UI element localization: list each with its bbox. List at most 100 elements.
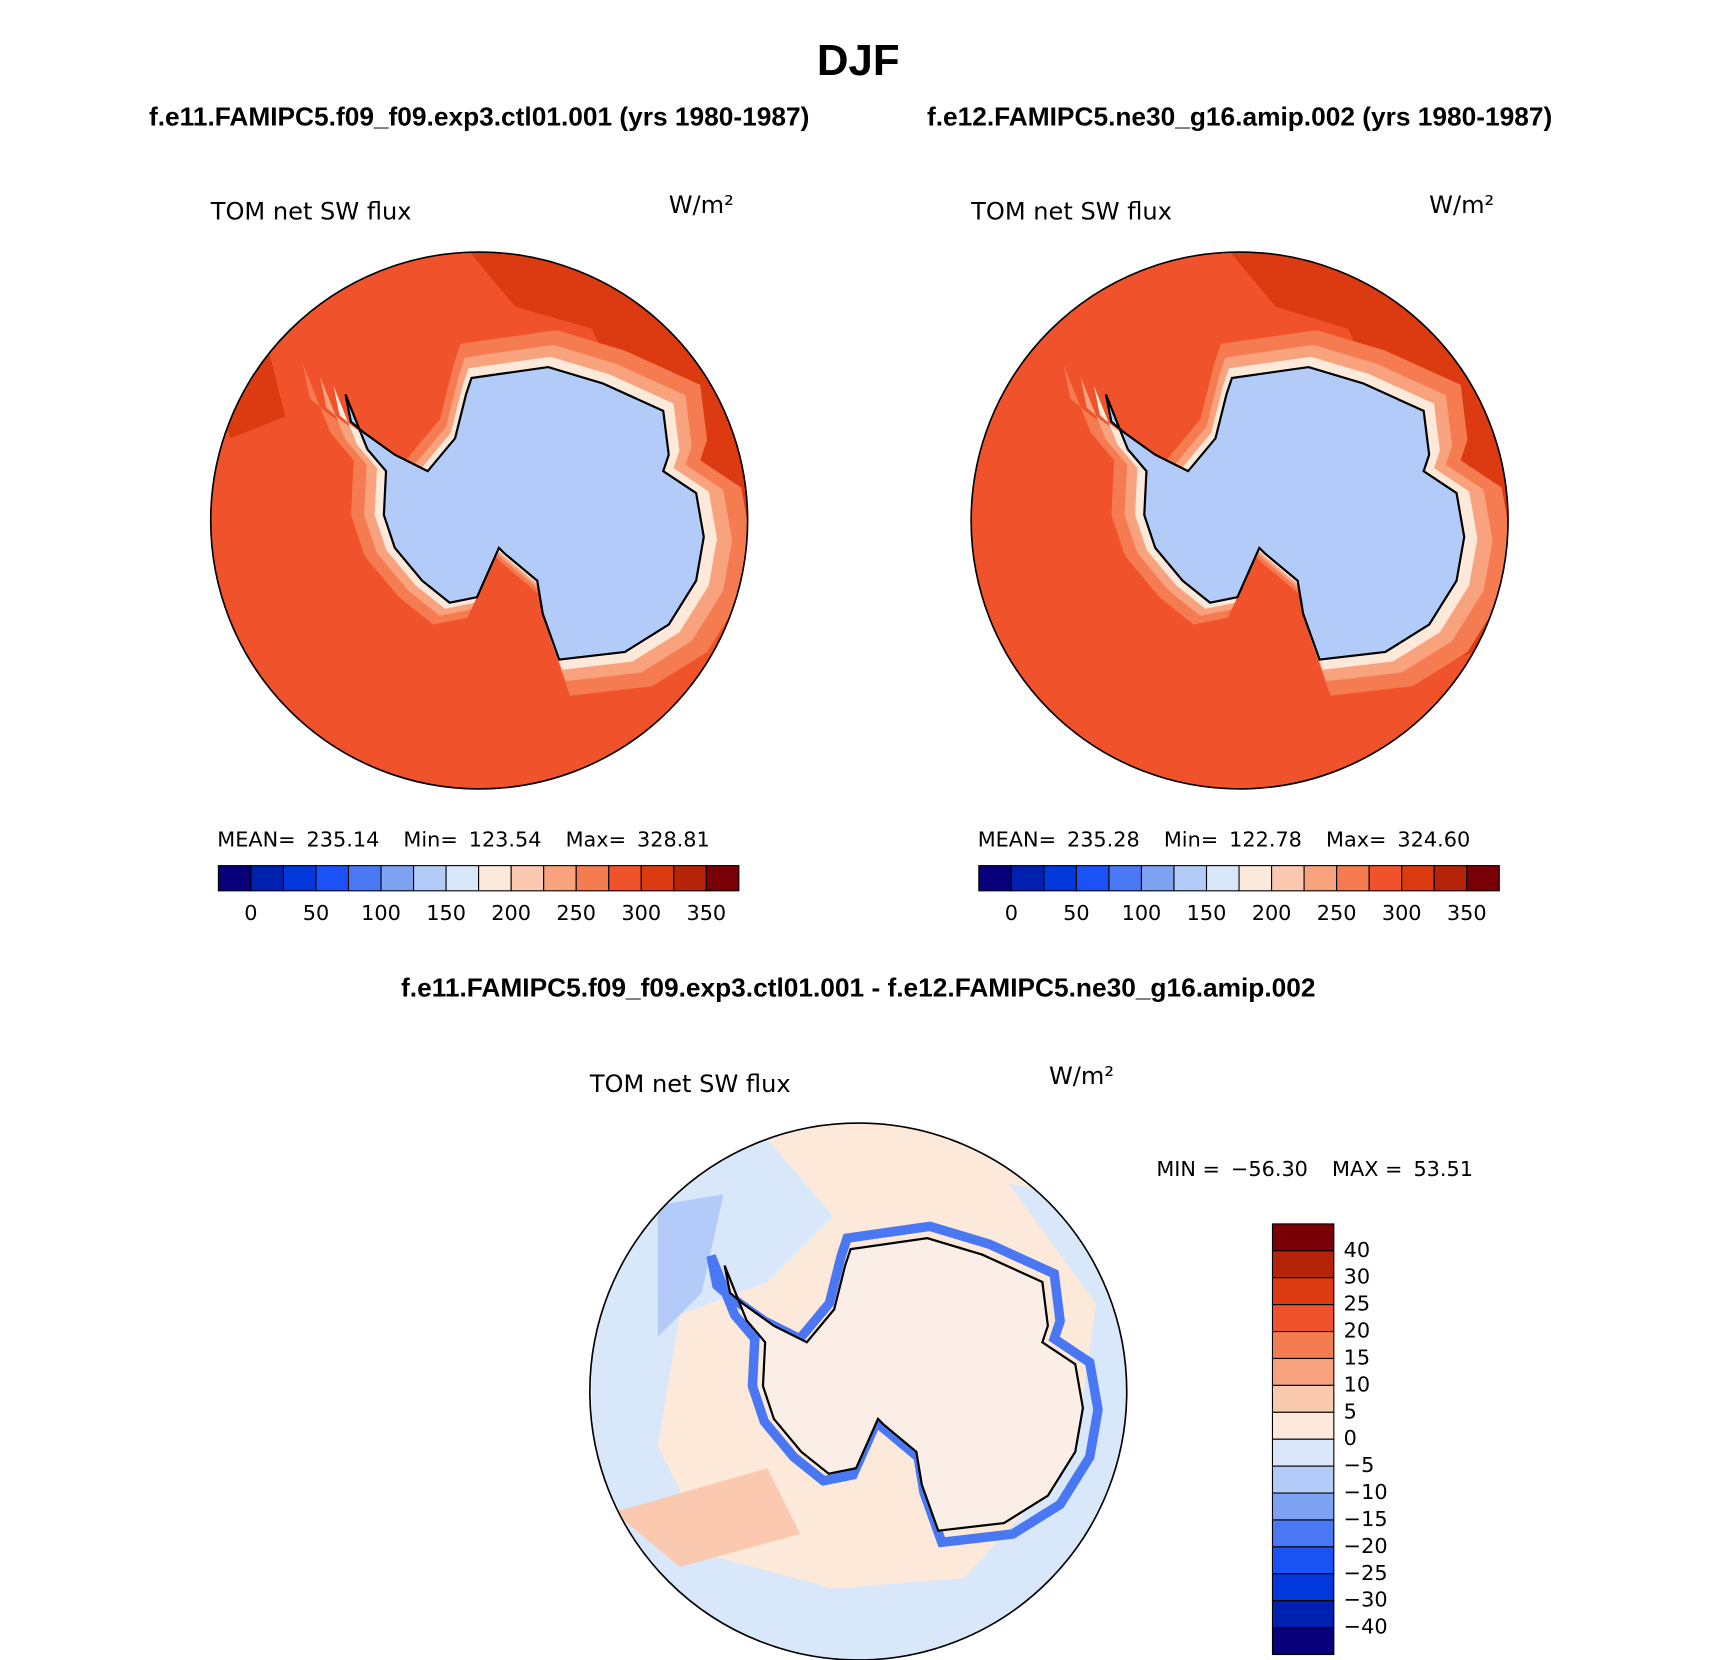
colorbar-box	[1401, 865, 1435, 892]
colorbar-box	[543, 865, 577, 892]
colorbar-box	[1271, 1277, 1335, 1306]
colorbar-label: −10	[1344, 1480, 1388, 1504]
colorbar-label: 50	[303, 901, 329, 925]
colorbar-box	[510, 865, 545, 892]
colorbar-label: 0	[1005, 901, 1018, 925]
map-border	[209, 251, 749, 790]
colorbar-label: 100	[1122, 901, 1162, 925]
colorbar-box	[705, 865, 740, 892]
colorbar-box	[1433, 865, 1468, 892]
colorbar-box	[413, 865, 447, 892]
colorbar-label: 300	[621, 901, 661, 925]
colorbar-box	[1271, 1492, 1335, 1521]
colorbar-box	[1238, 865, 1273, 892]
stat-name: MAX =	[1332, 1157, 1402, 1181]
colorbar-label: 0	[244, 901, 257, 925]
stat-value: 123.54	[469, 827, 542, 851]
colorbar-box	[1271, 1438, 1335, 1467]
colorbar-label: −15	[1344, 1507, 1388, 1531]
stat-value: 122.78	[1229, 827, 1302, 851]
map	[971, 252, 1509, 789]
colorbar-box	[1271, 1546, 1335, 1575]
colorbar-box	[1271, 1250, 1335, 1279]
colorbar-label: 250	[556, 901, 596, 925]
colorbar-label: 350	[1447, 901, 1487, 925]
colorbar-box	[1466, 865, 1500, 892]
colorbar-box	[640, 865, 675, 892]
colorbar-label: 50	[1063, 901, 1089, 925]
colorbar-box	[575, 865, 610, 892]
colorbar-box	[1271, 1331, 1335, 1360]
stat-name: Min=	[403, 827, 457, 851]
colorbar-box	[1205, 865, 1240, 892]
stat-name: Min=	[1164, 827, 1218, 851]
colorbar-label: −25	[1344, 1561, 1388, 1585]
colorbar-box	[673, 865, 707, 892]
colorbar-box	[1043, 865, 1077, 892]
colorbar-label: 100	[361, 901, 401, 925]
colorbar-box	[347, 865, 382, 892]
colorbar-label: −30	[1344, 1588, 1388, 1612]
colorbar-label: 30	[1344, 1265, 1370, 1289]
stat-value: 328.81	[637, 827, 710, 851]
map	[589, 1123, 1127, 1660]
stat-name: MEAN=	[217, 827, 295, 851]
stat-value: 53.51	[1413, 1157, 1473, 1181]
map-border	[589, 1122, 1128, 1660]
figure-title: DJF	[817, 36, 900, 85]
variable-label: TOM net SW flux	[210, 198, 412, 226]
colorbar-label: 150	[426, 901, 466, 925]
panel-subtitle: f.e12.FAMIPC5.ne30_g16.amip.002 (yrs 198…	[927, 101, 1552, 131]
colorbar-box	[1108, 865, 1143, 892]
stat-value: 235.28	[1067, 827, 1140, 851]
colorbar-box	[1271, 1627, 1335, 1656]
colorbar-box	[1271, 865, 1305, 892]
colorbar-label: −40	[1344, 1615, 1388, 1639]
colorbar-label: 200	[1252, 901, 1292, 925]
units-label: W/m²	[669, 191, 734, 219]
colorbar-box	[978, 865, 1012, 892]
colorbar-box	[1271, 1600, 1335, 1629]
colorbar-label: −5	[1344, 1453, 1375, 1477]
units-label: W/m²	[1049, 1062, 1114, 1090]
variable-label: TOM net SW flux	[970, 198, 1172, 226]
colorbar-box	[1303, 865, 1338, 892]
colorbar-label: −20	[1344, 1534, 1388, 1558]
colorbar-box	[1271, 1304, 1335, 1333]
units-label: W/m²	[1429, 191, 1494, 219]
colorbar-label: 350	[686, 901, 726, 925]
colorbar-box	[1075, 865, 1110, 892]
colorbar-label: 200	[491, 901, 531, 925]
stat-name: Max=	[1326, 827, 1386, 851]
colorbar-label: 150	[1187, 901, 1227, 925]
difference-title: f.e11.FAMIPC5.f09_f09.exp3.ctl01.001 - f…	[401, 972, 1315, 1002]
stat-name: MIN =	[1156, 1157, 1220, 1181]
colorbar-box	[1271, 1573, 1335, 1602]
stat-value: −56.30	[1231, 1157, 1308, 1181]
colorbar-box	[1271, 1384, 1335, 1413]
colorbar-box	[315, 865, 350, 892]
stats: MIN = −56.30 MAX = 53.51	[1156, 1157, 1473, 1181]
colorbar-box	[380, 865, 415, 892]
colorbar-label: 5	[1344, 1399, 1357, 1423]
stat-value: 235.14	[307, 827, 380, 851]
stat-name: MEAN=	[978, 827, 1056, 851]
variable-label: TOM net SW flux	[589, 1070, 791, 1098]
colorbar-box	[1271, 1223, 1335, 1252]
colorbar-label: 10	[1344, 1372, 1370, 1396]
colorbar-box	[1271, 1357, 1335, 1386]
colorbar-label: 250	[1317, 901, 1357, 925]
colorbar-box	[478, 865, 512, 892]
colorbar-box	[445, 865, 480, 892]
stats: MEAN= 235.28 Min= 122.78 Max= 324.60	[978, 827, 1470, 851]
colorbar-box	[1368, 865, 1403, 892]
colorbar-box	[1010, 865, 1045, 892]
colorbar-box	[282, 865, 317, 892]
stats: MEAN= 235.14 Min= 123.54 Max= 328.81	[217, 827, 709, 851]
panel-subtitle: f.e11.FAMIPC5.f09_f09.exp3.ctl01.001 (yr…	[149, 101, 809, 131]
map	[210, 252, 748, 789]
colorbar-box	[1336, 865, 1370, 892]
colorbar-label: 300	[1382, 901, 1422, 925]
colorbar-box	[608, 865, 642, 892]
